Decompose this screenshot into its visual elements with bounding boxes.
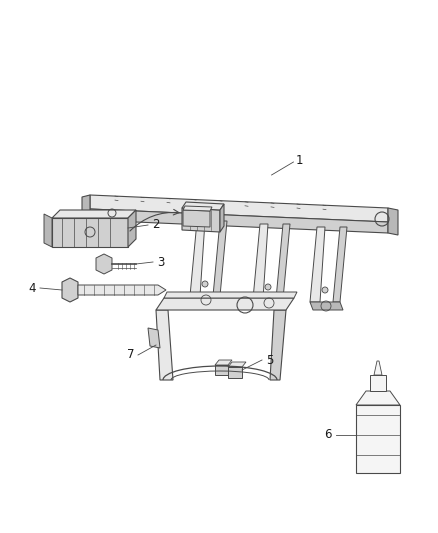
- Polygon shape: [190, 221, 205, 296]
- Polygon shape: [370, 375, 386, 391]
- Polygon shape: [190, 296, 223, 304]
- Polygon shape: [156, 310, 173, 380]
- Polygon shape: [333, 227, 347, 302]
- Polygon shape: [183, 210, 210, 227]
- Polygon shape: [228, 362, 246, 367]
- Text: 3: 3: [157, 255, 164, 269]
- Polygon shape: [90, 195, 388, 222]
- Polygon shape: [183, 206, 212, 211]
- Polygon shape: [228, 367, 242, 378]
- Polygon shape: [215, 360, 232, 365]
- Polygon shape: [52, 218, 128, 247]
- Polygon shape: [253, 299, 286, 307]
- Text: 7: 7: [127, 349, 134, 361]
- Polygon shape: [96, 254, 112, 274]
- Polygon shape: [52, 210, 136, 218]
- Polygon shape: [182, 202, 224, 210]
- Polygon shape: [374, 361, 382, 375]
- Polygon shape: [388, 208, 398, 235]
- Polygon shape: [78, 285, 166, 295]
- Polygon shape: [164, 292, 297, 298]
- Polygon shape: [310, 302, 343, 310]
- Polygon shape: [82, 195, 90, 222]
- Polygon shape: [90, 209, 388, 233]
- Text: 6: 6: [325, 429, 332, 441]
- Text: 4: 4: [28, 281, 36, 295]
- Polygon shape: [276, 224, 290, 299]
- Polygon shape: [148, 328, 160, 348]
- Polygon shape: [213, 221, 227, 296]
- Polygon shape: [356, 405, 400, 473]
- Polygon shape: [220, 204, 224, 232]
- Polygon shape: [128, 210, 136, 247]
- Polygon shape: [270, 310, 286, 380]
- Polygon shape: [62, 278, 78, 302]
- Text: 5: 5: [266, 353, 273, 367]
- Polygon shape: [215, 365, 228, 375]
- Polygon shape: [156, 298, 294, 310]
- Polygon shape: [182, 208, 220, 232]
- Polygon shape: [310, 227, 325, 302]
- Text: 1: 1: [296, 154, 303, 166]
- Text: 2: 2: [152, 219, 159, 231]
- Circle shape: [322, 287, 328, 293]
- Polygon shape: [253, 224, 268, 299]
- Polygon shape: [356, 391, 400, 405]
- Polygon shape: [44, 214, 52, 247]
- Circle shape: [265, 284, 271, 290]
- Circle shape: [202, 281, 208, 287]
